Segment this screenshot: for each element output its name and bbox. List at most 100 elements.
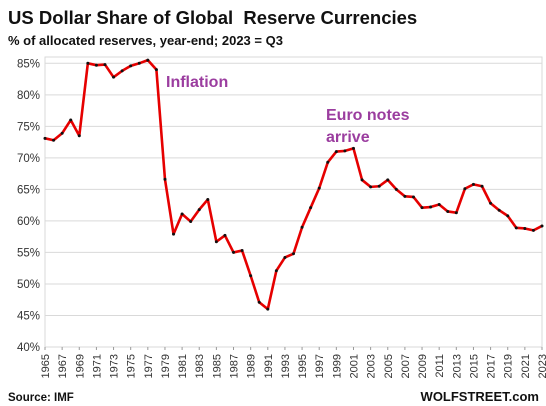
data-point xyxy=(454,211,458,215)
data-point xyxy=(309,206,313,210)
x-axis-ticks: 1965 1967 1969 1971 1973 1975 1977 1979 1981 1983… xyxy=(40,347,546,378)
y-tick-label: 65% xyxy=(17,184,40,196)
annotation-inflation: Inflation xyxy=(166,74,228,91)
data-point xyxy=(240,249,244,253)
data-point xyxy=(317,186,321,190)
y-axis-ticks: 40% 45% 50% 55% 60% 65% 70% 75% 80% 85% xyxy=(17,58,40,354)
data-point xyxy=(137,61,141,65)
y-tick-label: 45% xyxy=(17,310,40,322)
data-point xyxy=(292,252,295,256)
x-tick-label: 1977 xyxy=(143,354,155,378)
data-point xyxy=(43,136,47,140)
gridlines xyxy=(45,62,542,348)
data-point xyxy=(351,146,355,150)
data-point xyxy=(411,195,415,199)
data-point xyxy=(94,63,98,67)
data-point xyxy=(343,149,347,153)
data-point xyxy=(360,178,364,182)
x-tick-label: 2013 xyxy=(451,354,463,378)
x-tick-label: 1999 xyxy=(331,354,343,378)
x-tick-label: 2021 xyxy=(520,354,532,378)
data-point xyxy=(172,232,176,236)
y-tick-label: 55% xyxy=(17,247,40,259)
data-point xyxy=(206,197,210,201)
x-tick-label: 2001 xyxy=(348,354,360,378)
x-tick-label: 1989 xyxy=(246,354,258,378)
x-tick-label: 1975 xyxy=(126,354,138,378)
data-point xyxy=(300,225,304,229)
data-point xyxy=(69,118,73,122)
x-tick-label: 2007 xyxy=(400,354,412,378)
x-tick-label: 1997 xyxy=(314,354,326,378)
data-point xyxy=(429,205,433,209)
data-point xyxy=(480,184,484,188)
y-tick-label: 50% xyxy=(17,279,40,291)
y-tick-label: 40% xyxy=(17,342,40,354)
data-point xyxy=(283,255,287,259)
data-point xyxy=(257,300,261,304)
x-tick-label: 2009 xyxy=(417,354,429,378)
x-tick-label: 2003 xyxy=(366,354,378,378)
x-tick-label: 1969 xyxy=(74,354,86,378)
x-tick-label: 1993 xyxy=(280,354,292,378)
x-tick-label: 1973 xyxy=(109,354,121,378)
data-point xyxy=(60,131,64,135)
data-point xyxy=(377,184,381,188)
x-tick-label: 1979 xyxy=(160,354,172,378)
plot-frame xyxy=(44,56,543,348)
annotation-euro-notes-line1: Euro notes xyxy=(326,107,410,124)
x-tick-label: 1981 xyxy=(177,354,189,378)
data-point xyxy=(514,226,518,230)
data-point xyxy=(154,68,158,72)
data-point xyxy=(540,224,544,228)
data-point xyxy=(497,208,501,212)
series-layer xyxy=(43,58,544,311)
y-tick-label: 85% xyxy=(17,58,40,70)
data-point xyxy=(489,201,493,205)
data-point xyxy=(394,187,398,191)
data-point xyxy=(326,160,330,164)
x-tick-label: 2019 xyxy=(503,354,515,378)
data-point xyxy=(420,206,424,210)
data-point xyxy=(163,177,167,181)
data-point xyxy=(214,240,218,244)
data-point xyxy=(112,75,116,79)
source-label: Source: IMF xyxy=(8,392,74,404)
data-point xyxy=(437,203,441,207)
data-point xyxy=(274,269,278,273)
data-point xyxy=(77,134,81,138)
y-tick-label: 70% xyxy=(17,153,40,165)
x-tick-label: 1987 xyxy=(229,354,241,378)
data-point xyxy=(52,138,56,142)
y-tick-label: 75% xyxy=(17,121,40,133)
x-tick-label: 1965 xyxy=(40,354,52,378)
data-point xyxy=(523,226,527,230)
x-tick-label: 1971 xyxy=(91,354,103,378)
x-tick-label: 2017 xyxy=(486,354,498,378)
data-point xyxy=(506,214,510,218)
data-point xyxy=(86,61,90,65)
data-point xyxy=(386,178,390,182)
data-point xyxy=(403,194,407,198)
data-point xyxy=(531,228,535,232)
data-point xyxy=(334,150,338,154)
data-point xyxy=(446,209,450,213)
data-point xyxy=(180,212,184,216)
x-tick-label: 1967 xyxy=(57,354,69,378)
data-point xyxy=(463,187,467,191)
x-tick-label: 1983 xyxy=(194,354,206,378)
data-point xyxy=(129,64,133,68)
data-point xyxy=(197,208,201,212)
data-point xyxy=(189,220,193,224)
chart-subtitle: % of allocated reserves, year-end; 2023 … xyxy=(8,33,283,48)
y-tick-label: 60% xyxy=(17,216,40,228)
data-point xyxy=(471,182,475,186)
data-point xyxy=(223,233,227,237)
data-point xyxy=(266,307,270,311)
data-point xyxy=(249,274,253,278)
data-point xyxy=(120,69,124,73)
annotation-euro-notes-line2: arrive xyxy=(326,129,370,146)
x-tick-label: 1985 xyxy=(211,354,223,378)
